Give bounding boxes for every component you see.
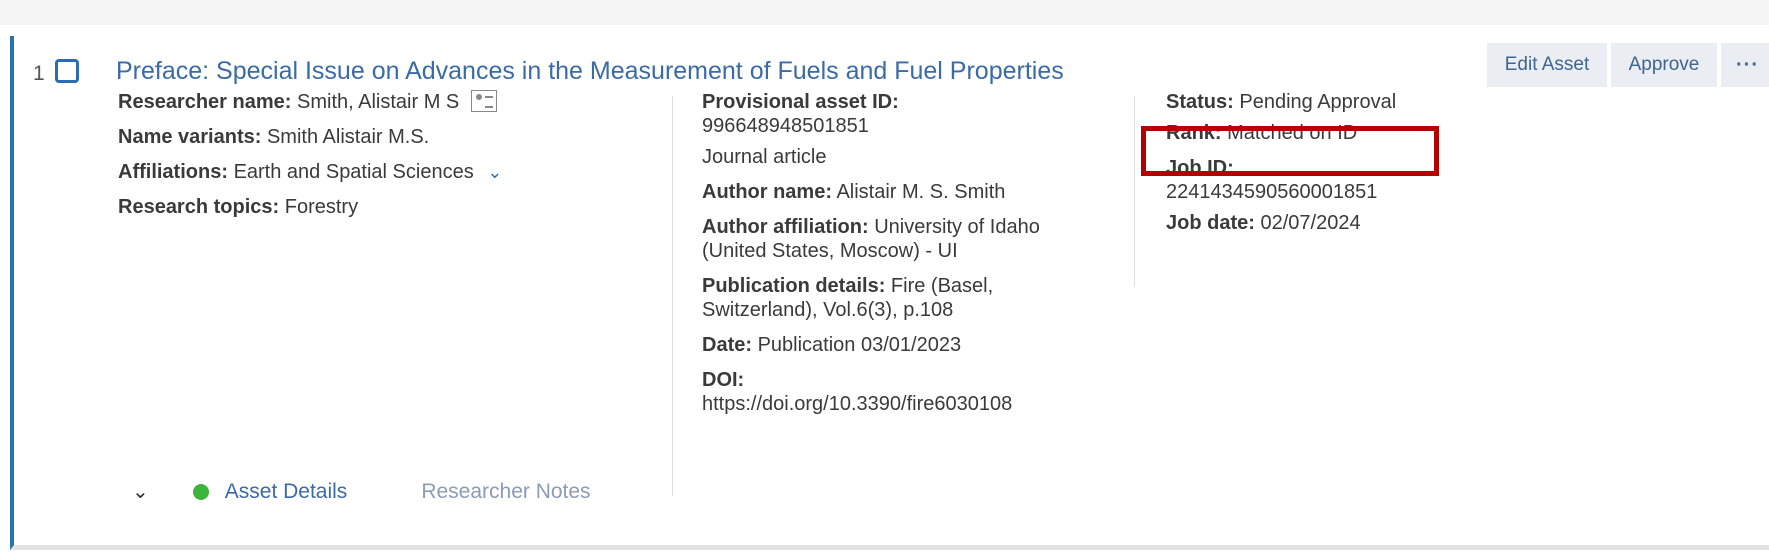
- job-date-value: 02/07/2024: [1260, 212, 1361, 234]
- status-row: Status: Pending Approval: [1166, 90, 1496, 114]
- date-row: Date: Publication 03/01/2023: [702, 333, 1122, 357]
- name-variants-label: Name variants:: [118, 126, 262, 148]
- author-affiliation-label: Author affiliation:: [702, 216, 869, 238]
- doi-row: DOI: https://doi.org/10.3390/fire6030108: [702, 368, 1122, 416]
- status-dot-icon: [192, 483, 209, 500]
- affiliations-value: Earth and Spatial Sciences: [233, 161, 474, 183]
- publication-details-row: Publication details: Fire (Basel, Switze…: [702, 274, 1122, 322]
- provisional-id-row: Provisional asset ID: 996648948501851: [702, 90, 1122, 138]
- name-variants-row: Name variants: Smith Alistair M.S.: [118, 125, 638, 149]
- author-affiliation-row: Author affiliation: University of Idaho …: [702, 215, 1122, 263]
- approve-button[interactable]: Approve: [1611, 43, 1717, 87]
- status-label: Status:: [1166, 91, 1234, 113]
- researcher-column: Researcher name: Smith, Alistair M S Nam…: [118, 90, 638, 230]
- doi-value: https://doi.org/10.3390/fire6030108: [702, 393, 1013, 415]
- record-number: 1: [33, 62, 45, 85]
- date-label: Date:: [702, 334, 753, 356]
- publication-details-label: Publication details:: [702, 275, 886, 297]
- publication-details-value-line2: Switzerland), Vol.6(3), p.108: [702, 299, 954, 321]
- doi-label: DOI:: [702, 369, 745, 391]
- author-affiliation-value: University of Idaho: [874, 216, 1040, 238]
- date-value: Publication 03/01/2023: [757, 334, 962, 356]
- record-title-link[interactable]: Preface: Special Issue on Advances in th…: [116, 57, 1064, 85]
- job-id-value: 2241434590560001851: [1166, 181, 1378, 203]
- double-chevron-down-icon[interactable]: ⌄: [132, 481, 149, 503]
- name-variants-value: Smith Alistair M.S.: [266, 126, 430, 148]
- research-topics-row: Research topics: Forestry: [118, 195, 638, 219]
- author-affiliation-value-line2: (United States, Moscow) - UI: [702, 240, 958, 262]
- column-divider: [672, 96, 673, 496]
- record-footer-tabs: ⌄ Asset Details Researcher Notes: [132, 479, 591, 504]
- publication-details-value: Fire (Basel,: [890, 275, 994, 297]
- asset-column: Provisional asset ID: 996648948501851 Jo…: [702, 90, 1122, 427]
- author-name-value: Alistair M. S. Smith: [836, 181, 1006, 203]
- column-divider: [1134, 96, 1135, 286]
- author-name-label: Author name:: [702, 181, 832, 203]
- tab-researcher-notes[interactable]: Researcher Notes: [421, 479, 591, 503]
- tab-asset-details[interactable]: Asset Details: [224, 479, 348, 503]
- affiliations-row: Affiliations: Earth and Spatial Sciences…: [118, 160, 638, 184]
- job-date-label: Job date:: [1166, 212, 1255, 234]
- status-value: Pending Approval: [1239, 91, 1397, 113]
- affiliations-label: Affiliations:: [118, 161, 228, 183]
- provisional-id-value: 996648948501851: [702, 115, 869, 137]
- select-checkbox[interactable]: [55, 59, 79, 83]
- author-name-row: Author name: Alistair M. S. Smith: [702, 180, 1122, 204]
- researcher-name-label: Researcher name:: [118, 91, 292, 113]
- edit-asset-button[interactable]: Edit Asset: [1487, 43, 1607, 87]
- job-date-row: Job date: 02/07/2024: [1166, 211, 1496, 235]
- research-topics-value: Forestry: [284, 196, 359, 218]
- researcher-name-row: Researcher name: Smith, Alistair M S: [118, 90, 638, 114]
- rank-highlight-box: [1141, 126, 1439, 176]
- researcher-name-value: Smith, Alistair M S: [297, 91, 460, 113]
- record-card: 1 Preface: Special Issue on Advances in …: [10, 36, 1769, 550]
- double-chevron-down-icon[interactable]: ⌄: [487, 162, 503, 182]
- research-topics-label: Research topics:: [118, 196, 280, 218]
- provisional-id-label: Provisional asset ID:: [702, 91, 899, 113]
- more-actions-button[interactable]: ···: [1721, 43, 1769, 87]
- record-actions: Edit Asset Approve ···: [1487, 43, 1769, 87]
- top-strip: [0, 0, 1769, 25]
- asset-type: Journal article: [702, 146, 827, 168]
- contact-card-icon[interactable]: [470, 90, 497, 112]
